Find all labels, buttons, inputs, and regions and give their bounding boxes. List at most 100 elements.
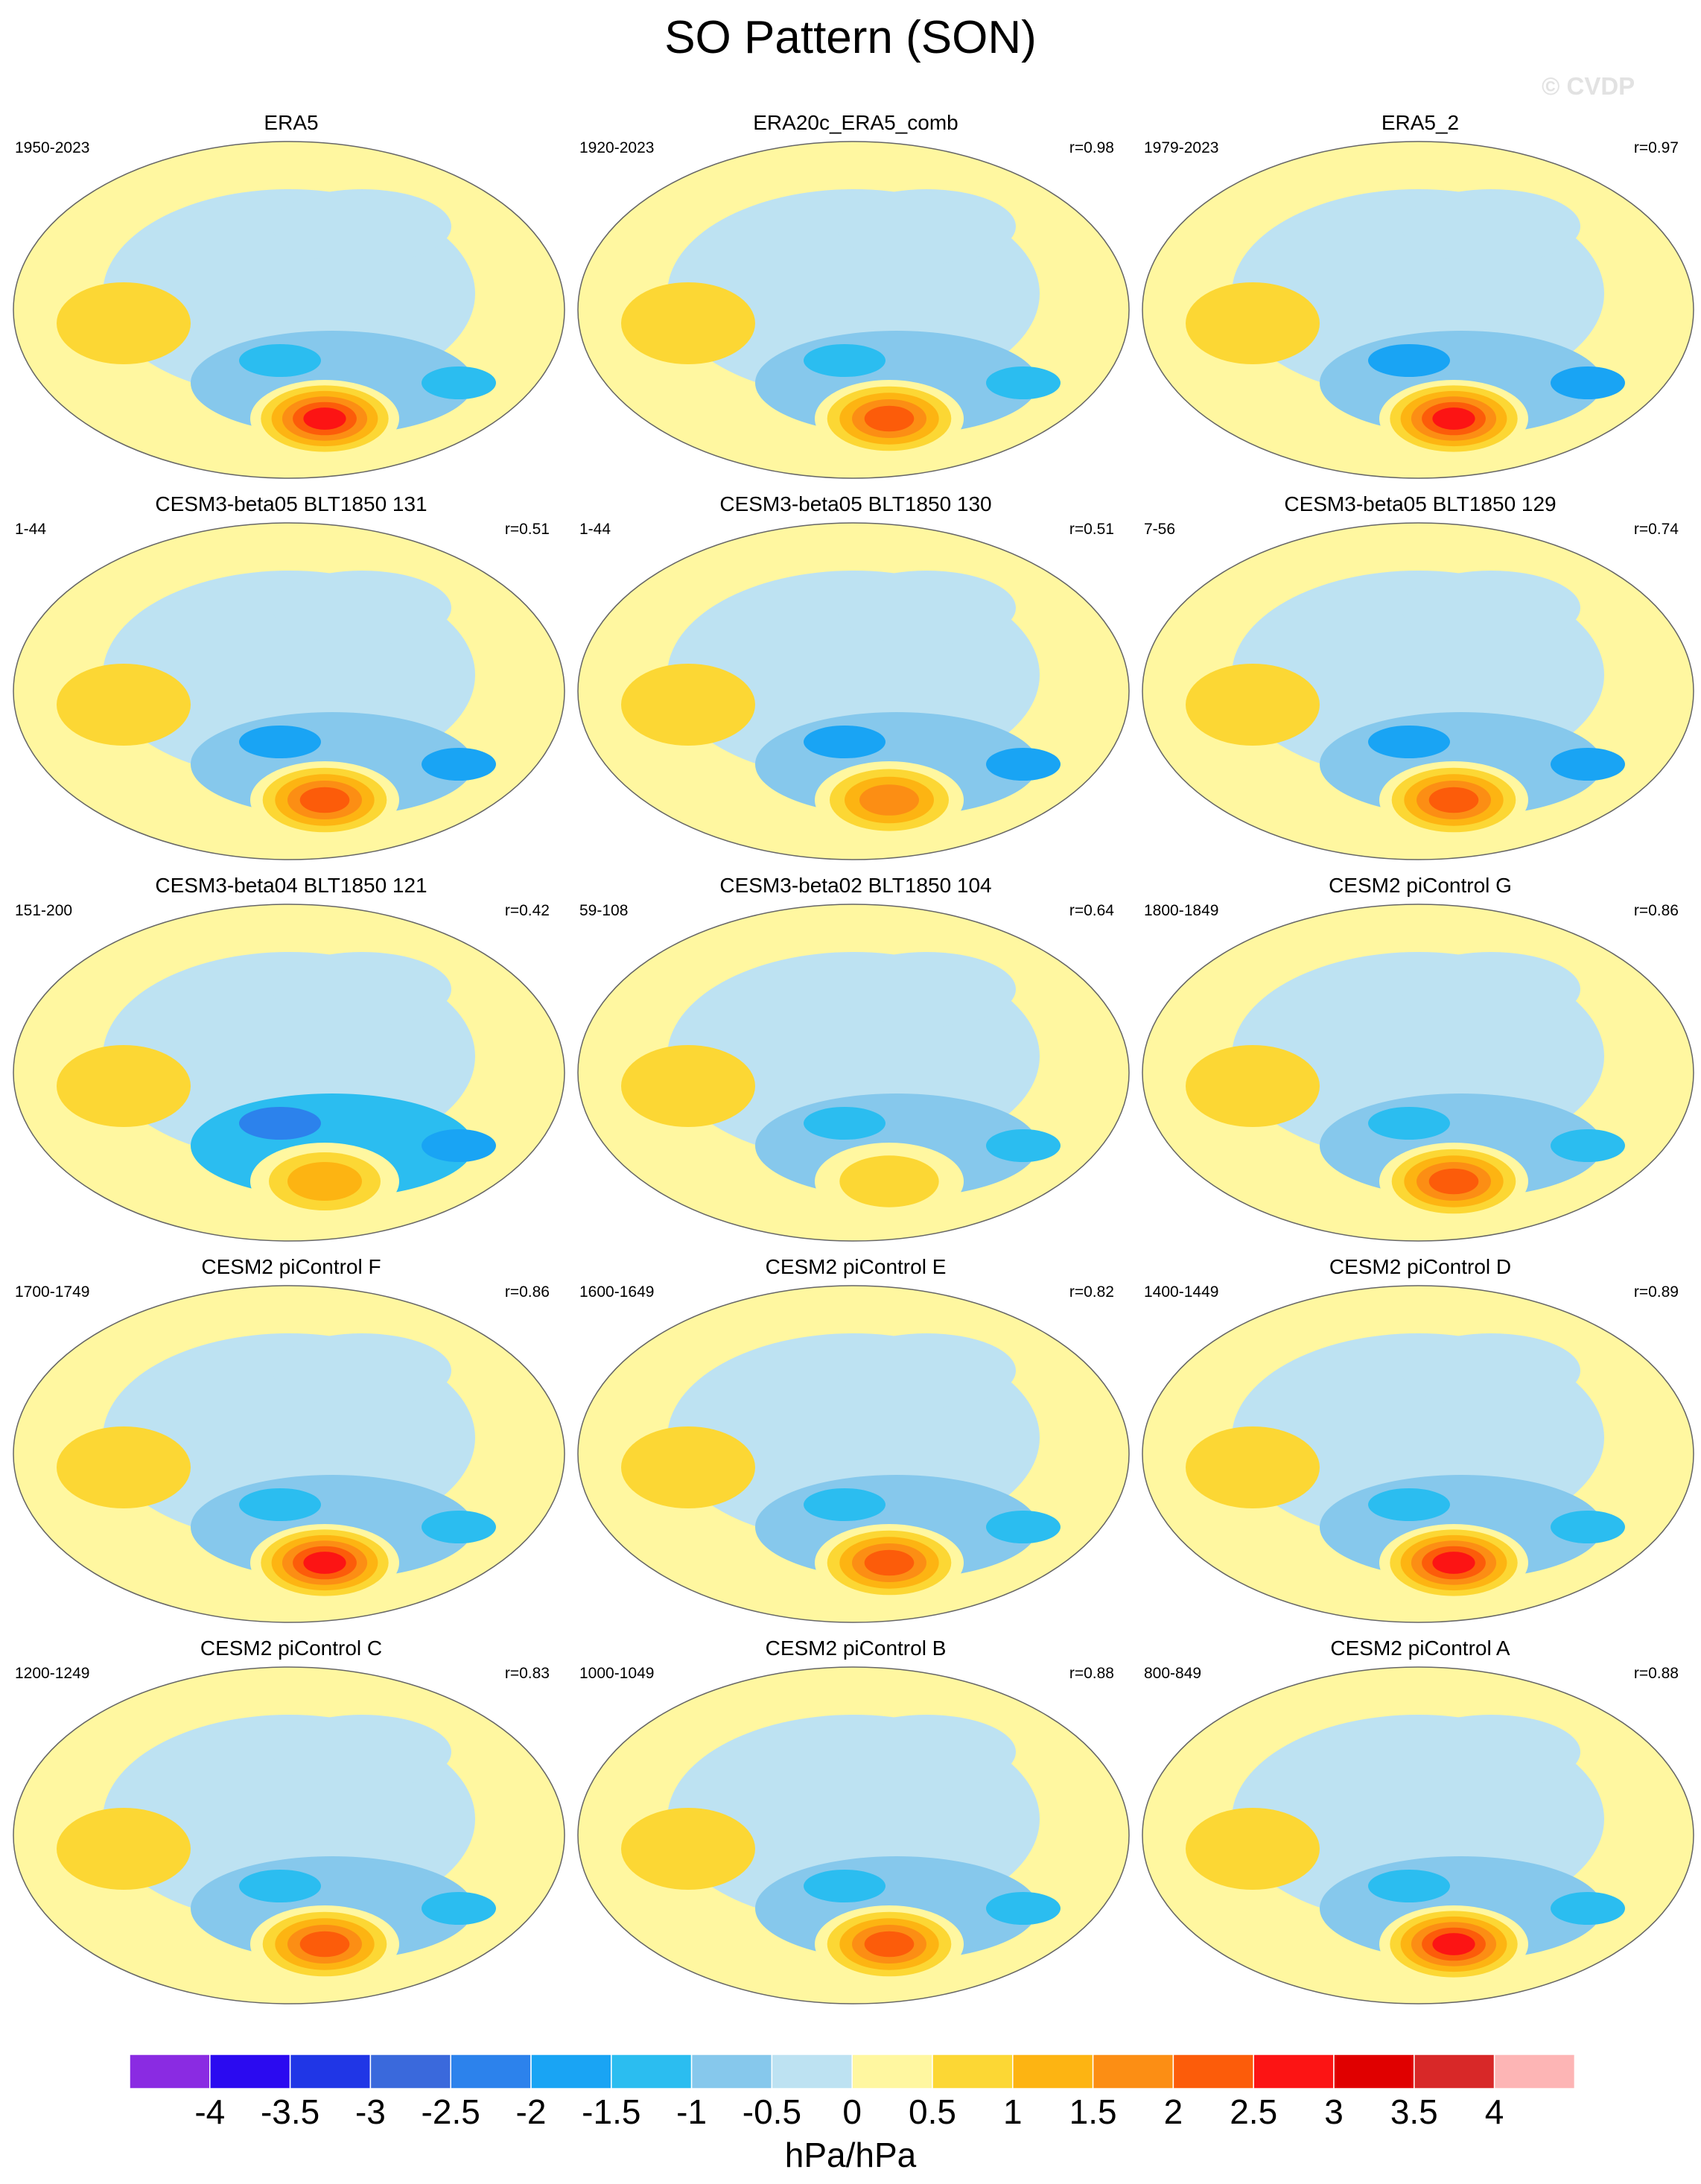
map-panel: CESM3-beta02 BLT1850 104 59-108 r=0.64 [576,873,1135,1245]
panel-correlation: r=0.51 [1069,521,1114,538]
panel-correlation: r=0.42 [504,902,550,919]
map-plot [1142,1666,1694,2004]
australia-positive [621,664,755,746]
pacific-negative-core [1368,344,1450,377]
map-outline [577,1285,1130,1623]
panel-title: ERA20c_ERA5_comb [753,111,958,134]
colorbar-tick-label: 0 [842,2092,862,2131]
north-pacific-negative [1402,1715,1580,1789]
colorbar-tick-label: -1.5 [582,2092,641,2131]
pacific-negative-core [804,1870,886,1902]
map-panel: CESM2 piControl C 1200-1249 r=0.83 [12,1636,570,2008]
map-plot [13,1285,565,1623]
north-pacific-negative [837,952,1016,1026]
panel-years: 1950-2023 [15,139,90,156]
colorbar-swatch [932,2054,1014,2089]
map-panel: CESM2 piControl B 1000-1049 r=0.88 [576,1636,1135,2008]
map-panel: CESM2 piControl A 800-849 r=0.88 [1141,1636,1700,2008]
colorbar-swatch [1012,2054,1094,2089]
map-outline [13,904,565,1242]
map-outline [1142,1666,1694,2004]
map-outline [577,141,1130,479]
south-pacific-contour [299,787,350,813]
map-panel: CESM3-beta05 BLT1850 130 1-44 r=0.51 [576,492,1135,864]
colorbar-tick-label: 0.5 [909,2092,956,2131]
map-plot [13,904,565,1242]
australia-positive [57,1808,191,1890]
panel-title: ERA5_2 [1381,111,1460,134]
map-plot [577,522,1130,860]
australia-positive [1186,1426,1320,1508]
map-plot [13,522,565,860]
panel-years: 1200-1249 [15,1665,90,1682]
map-outline [1142,522,1694,860]
pacific-negative-core [239,1107,321,1140]
north-pacific-negative [1402,571,1580,645]
map-panel: CESM2 piControl G 1800-1849 r=0.86 [1141,873,1700,1245]
panel-years: 59-108 [579,902,629,919]
atlantic-negative-core [422,748,496,781]
atlantic-negative-core [1551,366,1625,399]
colorbar-swatch [611,2054,693,2089]
panel-title: CESM2 piControl A [1330,1637,1510,1660]
map-plot [1142,141,1694,479]
colorbar-tick-label: 2.5 [1230,2092,1278,2131]
south-pacific-contour [864,405,915,432]
colorbar-swatch [1092,2054,1174,2089]
map-panel: ERA20c_ERA5_comb 1920-2023 r=0.98 [576,110,1135,483]
colorbar-swatch [1253,2054,1335,2089]
atlantic-negative-core [422,366,496,399]
panel-correlation: r=0.88 [1069,1665,1114,1682]
panel-correlation: r=0.86 [504,1283,550,1301]
map-outline [13,1285,565,1623]
map-panel: CESM2 piControl F 1700-1749 r=0.86 [12,1254,570,1627]
atlantic-negative-core [1551,1892,1625,1925]
map-panel: CESM2 piControl D 1400-1449 r=0.89 [1141,1254,1700,1627]
panel-years: 151-200 [15,902,73,919]
south-pacific-contour [1432,1552,1475,1574]
south-pacific-contour [1432,407,1475,430]
atlantic-negative-core [422,1511,496,1543]
atlantic-negative-core [1551,1129,1625,1162]
panel-title: ERA5 [264,111,319,134]
map-outline [577,522,1130,860]
pacific-negative-core [804,1107,886,1140]
atlantic-negative-core [986,1511,1061,1543]
map-outline [13,141,565,479]
map-panel: CESM3-beta05 BLT1850 131 1-44 r=0.51 [12,492,570,864]
panel-years: 1979-2023 [1144,139,1219,156]
map-plot [1142,1285,1694,1623]
south-pacific-contour [839,1155,939,1207]
colorbar-tick-label: -3.5 [260,2092,320,2131]
panel-years: 1-44 [15,521,47,538]
panel-correlation: r=0.64 [1069,902,1114,919]
map-panel: CESM2 piControl E 1600-1649 r=0.82 [576,1254,1135,1627]
panel-title: CESM2 piControl C [200,1637,383,1660]
colorbar-swatch [450,2054,532,2089]
australia-positive [57,282,191,364]
south-pacific-contour [859,784,919,816]
panel-years: 1700-1749 [15,1283,90,1301]
north-pacific-negative [837,1333,1016,1408]
atlantic-negative-core [422,1892,496,1925]
colorbar-tick-label: 3.5 [1390,2092,1438,2131]
map-outline [1142,904,1694,1242]
colorbar-tick-label: -3 [354,2092,386,2131]
map-plot [577,141,1130,479]
colorbar-swatch [690,2054,773,2089]
panel-title: CESM2 piControl F [201,1255,381,1278]
australia-positive [621,1426,755,1508]
panel-years: 7-56 [1144,521,1176,538]
pacific-negative-core [1368,1107,1450,1140]
colorbar-tick-label: -4 [194,2092,226,2131]
south-pacific-contour [303,407,346,430]
panel-years: 1400-1449 [1144,1283,1219,1301]
australia-positive [1186,1045,1320,1127]
north-pacific-negative [1402,189,1580,264]
panel-years: 1920-2023 [579,139,655,156]
australia-positive [621,1045,755,1127]
map-panel: ERA5_2 1979-2023 r=0.97 [1141,110,1700,483]
panel-title: CESM3-beta05 BLT1850 129 [1284,492,1557,515]
pacific-negative-core [239,344,321,377]
colorbar-swatch [369,2054,451,2089]
